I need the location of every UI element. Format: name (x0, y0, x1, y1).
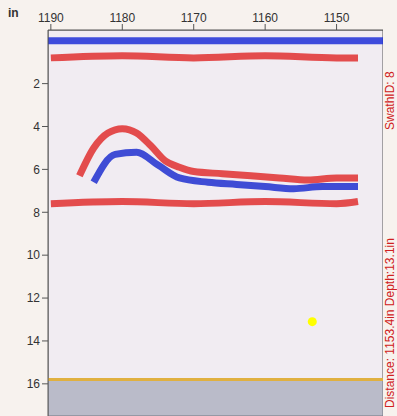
svg-text:1190: 1190 (38, 11, 64, 25)
svg-text:1170: 1170 (181, 11, 207, 25)
svg-text:16: 16 (27, 377, 41, 391)
svg-text:1180: 1180 (109, 11, 135, 25)
svg-text:6: 6 (33, 163, 40, 177)
svg-text:1150: 1150 (324, 11, 350, 25)
svg-text:4: 4 (33, 120, 40, 134)
svg-text:8: 8 (33, 206, 40, 220)
html-text:Distance: 1153.4in Depth:13.1i: Distance: 1153.4in Depth:13.1in (383, 238, 397, 408)
html-text:SwathID: 8: SwathID: 8 (383, 71, 397, 130)
svg-text:10: 10 (27, 248, 41, 262)
svg-text:12: 12 (27, 291, 41, 305)
svg-text:14: 14 (27, 334, 41, 348)
svg-text:2: 2 (33, 77, 40, 91)
html-text:in: in (8, 6, 19, 20)
svg-text:1160: 1160 (252, 11, 278, 25)
